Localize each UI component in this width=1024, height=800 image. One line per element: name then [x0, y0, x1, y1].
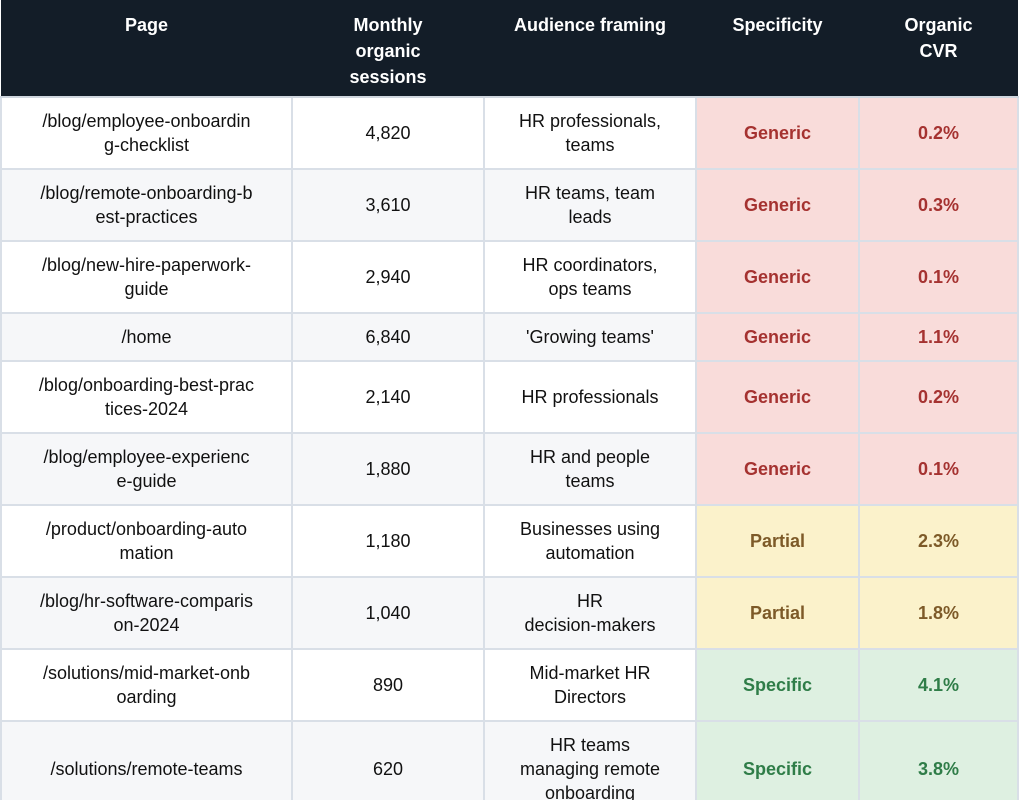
sessions-cell: 2,940 — [291, 240, 485, 314]
specificity-badge-cell: Generic — [695, 168, 860, 242]
page-cell: /blog/employee-onboardin g-checklist — [0, 96, 293, 170]
cvr-cell: 0.2% — [858, 360, 1019, 434]
column-header-page: Page — [1, 0, 292, 98]
page-cell: /solutions/remote-teams — [0, 720, 293, 800]
page-cell: /home — [0, 312, 293, 362]
page-cell: /product/onboarding-auto mation — [0, 504, 293, 578]
specificity-badge-cell: Specific — [695, 648, 860, 722]
page-cell: /blog/hr-software-comparis on-2024 — [0, 576, 293, 650]
column-header-audience: Audience framing — [484, 0, 696, 98]
cvr-cell: 1.1% — [858, 312, 1019, 362]
audience-cell: HR coordinators, ops teams — [483, 240, 697, 314]
audience-cell: HR and people teams — [483, 432, 697, 506]
audience-cell: 'Growing teams' — [483, 312, 697, 362]
specificity-badge-cell: Partial — [695, 504, 860, 578]
specificity-badge-cell: Partial — [695, 576, 860, 650]
sessions-cell: 6,840 — [291, 312, 485, 362]
cvr-cell: 3.8% — [858, 720, 1019, 800]
specificity-badge-cell: Generic — [695, 240, 860, 314]
sessions-cell: 3,610 — [291, 168, 485, 242]
sessions-cell: 1,180 — [291, 504, 485, 578]
page-cell: /blog/employee-experienc e-guide — [0, 432, 293, 506]
page-cell: /blog/remote-onboarding-b est-practices — [0, 168, 293, 242]
cvr-cell: 0.1% — [858, 240, 1019, 314]
audience-cell: HR teams, team leads — [483, 168, 697, 242]
sessions-cell: 2,140 — [291, 360, 485, 434]
audience-cell: HR professionals, teams — [483, 96, 697, 170]
audience-cell: Businesses using automation — [483, 504, 697, 578]
table-row: /blog/hr-software-comparis on-2024 1,040… — [0, 576, 1019, 650]
sessions-cell: 620 — [291, 720, 485, 800]
specificity-badge-cell: Generic — [695, 96, 860, 170]
table-row: /product/onboarding-auto mation 1,180 Bu… — [0, 504, 1019, 578]
table-row: /blog/onboarding-best-prac tices-2024 2,… — [0, 360, 1019, 434]
table-row: /solutions/mid-market-onb oarding 890 Mi… — [0, 648, 1019, 722]
audience-cell: HR professionals — [483, 360, 697, 434]
table-row: /solutions/remote-teams 620 HR teams man… — [0, 720, 1019, 800]
audience-cell: Mid-market HR Directors — [483, 648, 697, 722]
audience-cell: HR teams managing remote onboarding — [483, 720, 697, 800]
specificity-badge-cell: Generic — [695, 312, 860, 362]
cvr-cell: 2.3% — [858, 504, 1019, 578]
cvr-cell: 0.1% — [858, 432, 1019, 506]
table-row: /blog/remote-onboarding-b est-practices … — [0, 168, 1019, 242]
table-row: /blog/employee-experienc e-guide 1,880 H… — [0, 432, 1019, 506]
table-row: /blog/new-hire-paperwork- guide 2,940 HR… — [0, 240, 1019, 314]
sessions-cell: 1,040 — [291, 576, 485, 650]
audience-cell: HR decision-makers — [483, 576, 697, 650]
column-header-cvr: Organic CVR — [859, 0, 1018, 98]
cvr-cell: 1.8% — [858, 576, 1019, 650]
table-row: /home 6,840 'Growing teams' Generic 1.1% — [0, 312, 1019, 362]
specificity-badge-cell: Specific — [695, 720, 860, 800]
header-row: Page Monthly organic sessions Audience f… — [1, 0, 1018, 98]
table-body: /blog/employee-onboardin g-checklist 4,8… — [0, 96, 1019, 800]
cvr-cell: 0.3% — [858, 168, 1019, 242]
table-row: /blog/employee-onboardin g-checklist 4,8… — [0, 96, 1019, 170]
sessions-cell: 4,820 — [291, 96, 485, 170]
page-cell: /solutions/mid-market-onb oarding — [0, 648, 293, 722]
column-header-specificity: Specificity — [696, 0, 859, 98]
specificity-badge-cell: Generic — [695, 432, 860, 506]
table-header: Page Monthly organic sessions Audience f… — [1, 0, 1018, 98]
sessions-cell: 890 — [291, 648, 485, 722]
page-cell: /blog/new-hire-paperwork- guide — [0, 240, 293, 314]
sessions-cell: 1,880 — [291, 432, 485, 506]
page-cell: /blog/onboarding-best-prac tices-2024 — [0, 360, 293, 434]
cvr-cell: 4.1% — [858, 648, 1019, 722]
column-header-sessions: Monthly organic sessions — [292, 0, 484, 98]
specificity-badge-cell: Generic — [695, 360, 860, 434]
cvr-cell: 0.2% — [858, 96, 1019, 170]
